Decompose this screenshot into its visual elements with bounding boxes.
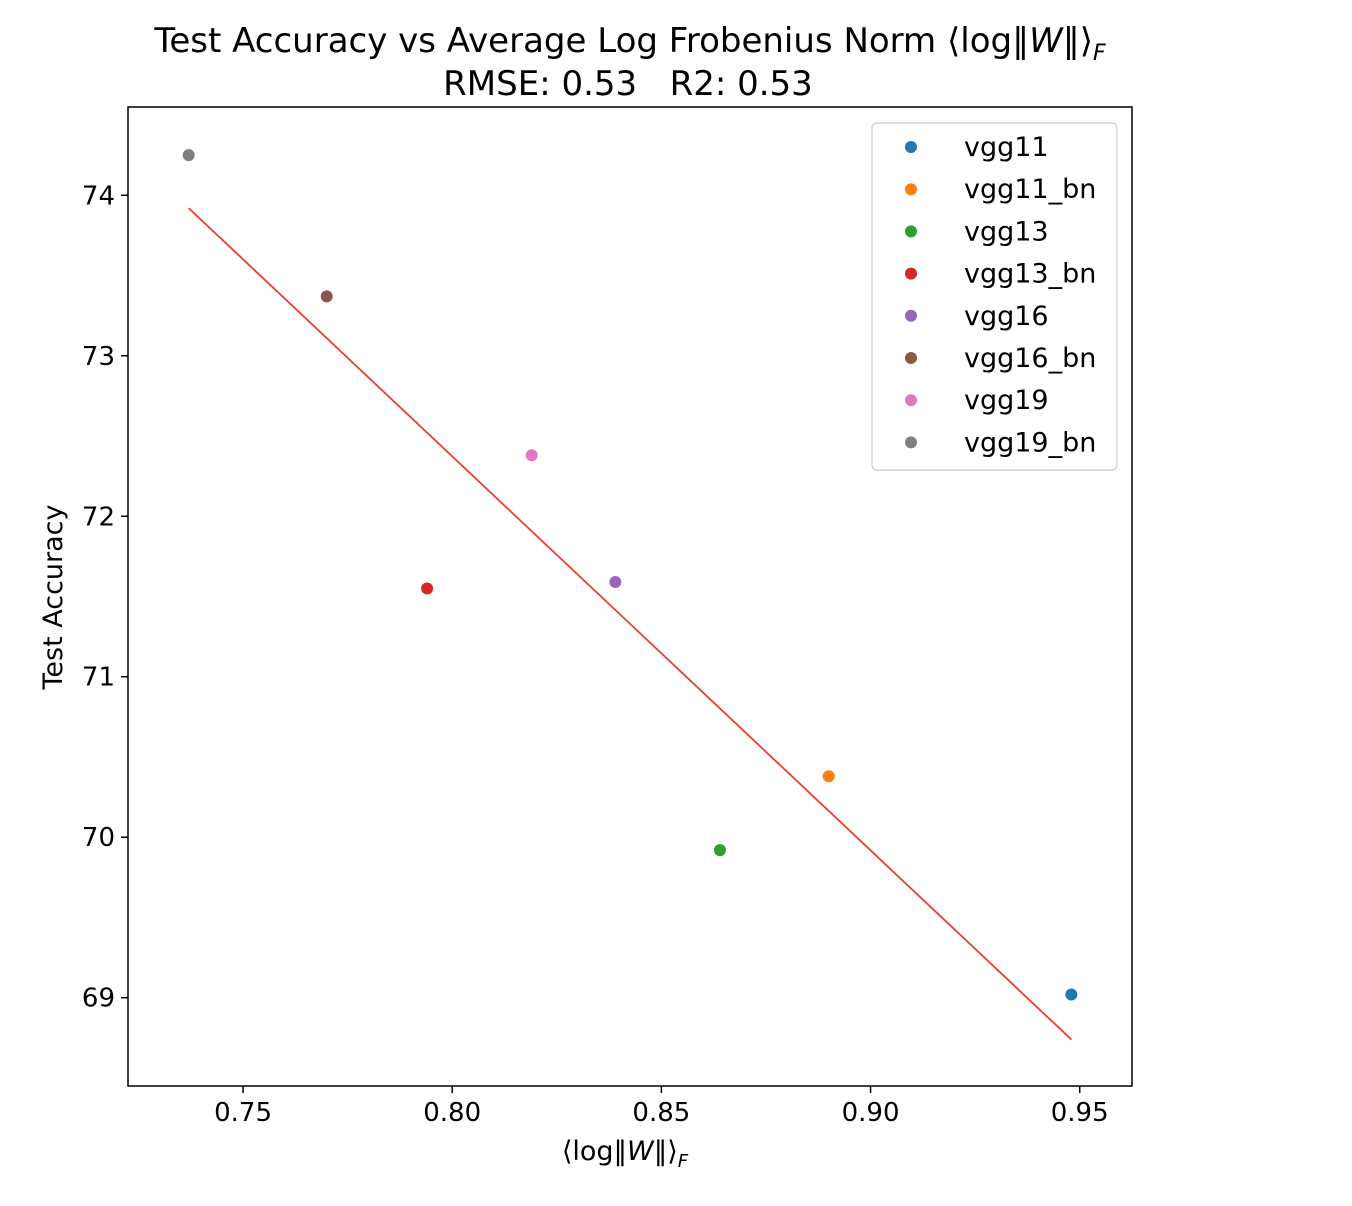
x-tick-label: 0.90	[842, 1098, 900, 1128]
y-tick-label: 72	[82, 502, 115, 532]
y-tick-label: 69	[82, 984, 115, 1014]
data-point-vgg19	[525, 449, 538, 462]
plot-frame	[127, 106, 1133, 1087]
chart-title: Test Accuracy vs Average Log Frobenius N…	[153, 21, 1106, 66]
y-tick-label: 73	[82, 342, 115, 372]
legend-label-vgg11: vgg11	[964, 132, 1049, 163]
legend-marker-vgg13	[905, 225, 917, 238]
y-tick-label: 74	[82, 181, 115, 211]
legend-label-vgg19: vgg19	[964, 385, 1049, 416]
legend-label-vgg11-bn: vgg11_bn	[964, 174, 1096, 205]
x-tick-label: 0.95	[1051, 1098, 1109, 1128]
legend: vgg11 vgg11_bn vgg13 vgg13_bn vgg16 vgg16_bnv…	[871, 122, 1118, 471]
legend-label-vgg13-bn: vgg13_bn	[964, 259, 1096, 290]
legend-marker-vgg19	[905, 394, 917, 407]
data-point-vgg19-bn	[182, 149, 195, 162]
data-point-vgg11-bn	[822, 770, 835, 783]
data-point-vgg13-bn	[421, 582, 434, 595]
legend-label-vgg19-bn: vgg19_bn	[964, 427, 1096, 458]
data-point-vgg16-bn	[320, 290, 333, 303]
legend-marker-vgg11	[905, 141, 917, 153]
legend-marker-vgg11-bn	[905, 183, 917, 196]
data-point-vgg16	[609, 576, 622, 589]
data-point-vgg11	[1065, 988, 1078, 1001]
y-tick-label: 70	[82, 823, 115, 853]
x-axis-ticks: 0.75 0.80 0.85 0.90 0.95	[214, 1086, 1109, 1128]
legend-marker-vgg16	[905, 309, 917, 322]
x-axis-label: ⟨log‖W‖⟩F	[562, 1136, 689, 1172]
y-axis-label: Test Accuracy	[38, 504, 69, 690]
legend-label-vgg16-bn: vgg16_bn	[964, 343, 1096, 374]
legend-marker-vgg13-bn	[905, 267, 917, 280]
legend-label-vgg13: vgg13	[964, 216, 1049, 247]
x-tick-label: 0.75	[214, 1098, 272, 1128]
y-tick-label: 71	[82, 663, 115, 693]
regression-fit-line	[188, 207, 1072, 1041]
legend-label-vgg16: vgg16	[964, 301, 1049, 332]
x-axis-label-prefix: ⟨log‖	[562, 1136, 627, 1167]
chart-title-italic: W	[1029, 21, 1064, 61]
chart-title-suffix: ‖⟩	[1063, 21, 1093, 61]
chart-title-prefix: Test Accuracy vs Average Log Frobenius N…	[153, 21, 1029, 61]
legend-marker-vgg19-bn	[905, 436, 917, 449]
data-point-vgg13	[713, 844, 726, 857]
legend-marker-vgg16-bn	[905, 352, 917, 364]
legend-items: vgg11 vgg11_bn vgg13 vgg13_bn vgg16 vgg16_bnv…	[905, 132, 1096, 458]
chart-title-subscript: F	[1093, 41, 1106, 66]
x-axis-label-suffix: ‖⟩	[654, 1136, 678, 1167]
legend-box	[871, 122, 1118, 471]
x-tick-label: 0.80	[423, 1098, 481, 1128]
x-tick-label: 0.85	[632, 1098, 690, 1128]
y-axis-ticks: 69 70 71 72 73 74	[82, 181, 128, 1014]
data-points	[182, 149, 1078, 1001]
x-axis-label-italic: W	[627, 1136, 655, 1167]
x-axis-label-subscript: F	[678, 1151, 689, 1172]
chart-subtitle: RMSE: 0.53 R2: 0.53	[443, 64, 813, 104]
